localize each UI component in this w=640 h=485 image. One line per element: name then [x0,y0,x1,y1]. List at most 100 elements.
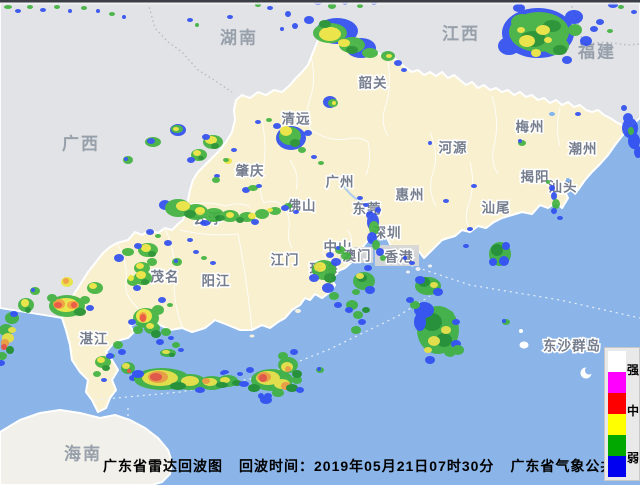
echo-cell [136,271,146,279]
map-label-hunan: 湖南 [220,28,258,48]
top-window-edge [0,0,640,3]
echo-cell [146,229,154,235]
echo-cell [40,8,46,12]
echo-cell [428,336,440,346]
echo-cell [292,376,302,384]
map-label-hainan: 海南 [64,444,102,464]
echo-cell [113,341,123,349]
echo-cell [502,242,510,250]
echo-cell [623,113,633,123]
echo-cell [551,208,557,214]
map-label-jieyang: 揭阳 [521,169,550,185]
echo-cell [380,255,386,261]
caption-title: 广东省雷达回波图 [103,458,223,474]
map-label-fujian: 福建 [577,42,616,62]
map-label-shantou: 汕头 [549,179,578,195]
echo-cell [552,199,560,209]
echo-cell [170,382,186,390]
echo-cell [511,14,533,30]
echo-cell [132,370,144,378]
echo-cell [231,148,237,152]
map-label-maoming: 茂名 [151,269,180,285]
echo-cell [256,184,262,188]
echo-cell [195,207,205,215]
echo-cell [122,363,130,369]
top-highlight-strip [0,2,640,5]
radar-echo-layer [0,1,640,404]
echo-cell [187,18,193,22]
echo-cell [362,48,378,58]
echo-cell [187,238,193,242]
echo-cell [280,27,284,31]
echo-cell [452,345,464,355]
echo-cell [467,227,473,231]
echo-cell [290,139,300,147]
echo-cell [147,138,155,144]
echo-cell [607,29,613,33]
hongkong-box [375,245,419,266]
echo-cell [21,299,29,307]
echo-cell [596,19,604,25]
echo-cell [150,373,162,381]
echo-cell [128,319,136,325]
echo-cell [415,276,425,284]
echo-cell [248,384,260,392]
echo-cell [531,49,541,57]
echo-cell [148,251,156,257]
echo-cell [266,118,272,122]
echo-cell [158,297,166,303]
echo-cell [54,302,62,308]
echo-cell [557,216,563,220]
map-label-huizhou: 惠州 [396,187,425,203]
echo-cell [336,246,340,250]
echo-cell [141,279,149,285]
map-label-dongsha-islands: 东沙群岛 [543,338,601,354]
echo-cell [304,16,314,24]
echo-cell [89,283,97,289]
echo-cell [322,283,334,293]
echo-cell [214,174,220,178]
echo-cell [634,146,640,158]
echo-cell [147,258,157,266]
echo-cell [80,296,90,304]
echo-cell [353,311,363,319]
echo-cell [114,254,124,262]
echo-cell [428,141,432,145]
echo-cell [331,258,341,266]
echo-cell [136,263,144,269]
echo-cell [184,210,196,218]
echo-cell [406,297,414,303]
echo-cell [341,252,351,260]
echo-cell [86,305,94,311]
echo-cell [96,9,100,13]
echo-cell [176,201,190,211]
map-label-qingyuan: 清远 [282,111,311,127]
legend-label-strong: 强 [627,363,640,377]
legend-swatch-0 [608,351,626,372]
echo-cell [319,20,331,28]
echo-cell [255,120,261,124]
echo-cell [285,366,291,372]
legend-color-bar [608,351,626,477]
echo-cell [334,302,342,308]
echo-cell [471,184,477,188]
echo-cell [140,314,146,322]
map-label-jiangmen: 江门 [271,252,300,268]
city-boundaries [116,55,561,330]
echo-cell [568,24,582,36]
echo-cell [54,5,60,9]
echo-cell [618,5,624,9]
islands [249,264,593,379]
echo-cell [8,327,16,333]
echo-cell [128,275,134,281]
echo-cell [0,324,13,336]
echo-cell [518,139,522,143]
legend-swatch-3 [608,414,626,435]
echo-cell [631,10,637,14]
echo-cell [401,68,407,72]
hainan-island [0,409,173,485]
map-label-zhaoqing: 肇庆 [236,163,265,179]
echo-cell [286,384,298,392]
echo-cell [329,292,339,300]
